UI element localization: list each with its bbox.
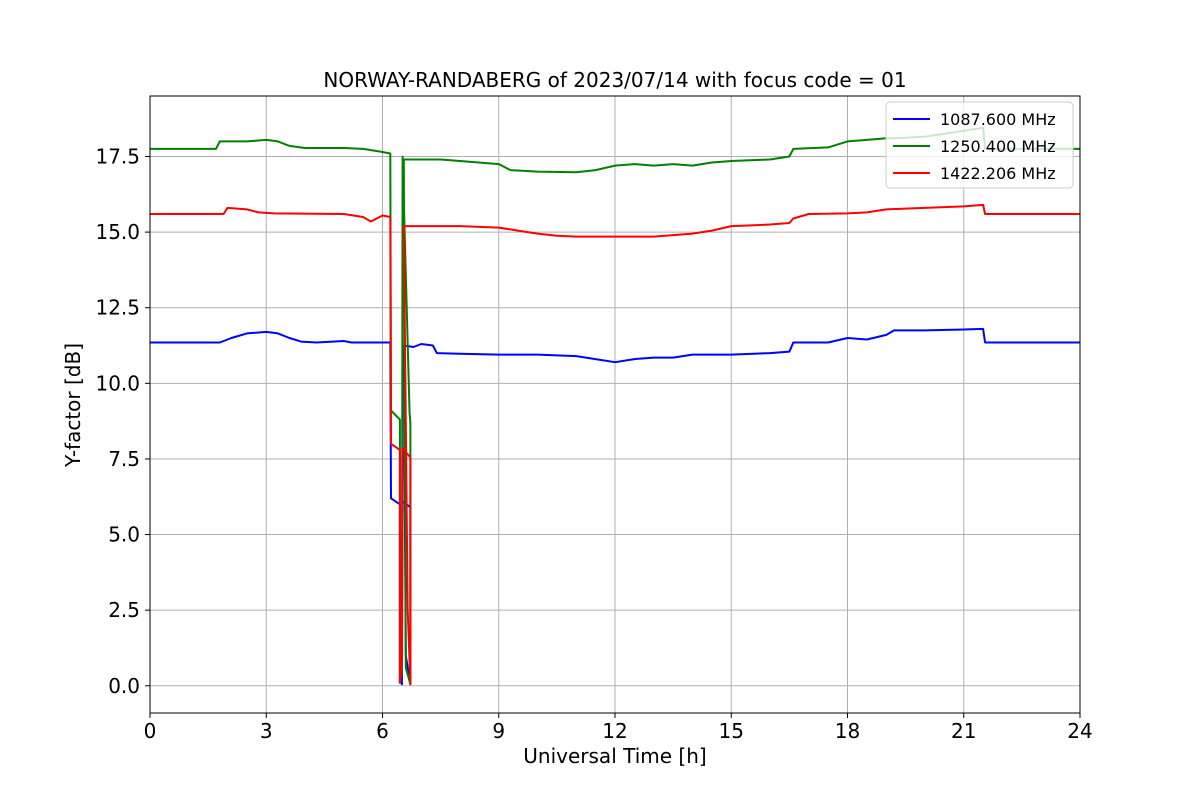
x-tick-label: 12 (602, 719, 627, 743)
x-tick-label: 24 (1067, 719, 1092, 743)
x-tick-label: 6 (376, 719, 389, 743)
legend-label-1: 1087.600 MHz (940, 110, 1056, 129)
x-tick-label: 9 (492, 719, 505, 743)
x-axis-label: Universal Time [h] (523, 744, 706, 768)
y-tick-label: 7.5 (108, 447, 140, 471)
y-tick-label: 10.0 (95, 371, 140, 395)
axis-ticks: 0 3 6 9 12 15 18 21 24 0.0 2.5 5.0 7.5 10.0 12.5 15.0 17… (95, 144, 1092, 743)
legend-label-2: 1250.400 MHz (940, 137, 1056, 156)
y-tick-label: 17.5 (95, 144, 140, 168)
legend: 1087.600 MHz 1250.400 MHz 1422.206 MHz (885, 101, 1074, 189)
x-tick-label: 18 (835, 719, 860, 743)
legend-box (885, 101, 1074, 189)
y-axis-label: Y-factor [dB] (61, 343, 85, 468)
series-line-1 (150, 327, 1080, 686)
x-tick-label: 3 (260, 719, 273, 743)
x-tick-label: 15 (719, 719, 744, 743)
y-tick-label: 5.0 (108, 523, 140, 547)
x-tick-label: 21 (951, 719, 976, 743)
y-tick-label: 12.5 (95, 296, 140, 320)
series-line-2 (150, 126, 1080, 686)
y-tick-label: 0.0 (108, 674, 140, 698)
y-tick-label: 2.5 (108, 598, 140, 622)
y-tick-label: 15.0 (95, 220, 140, 244)
series-group (150, 126, 1080, 686)
x-tick-label: 0 (144, 719, 157, 743)
legend-label-3: 1422.206 MHz (940, 164, 1056, 183)
series-line-3 (150, 203, 1080, 686)
chart-title: NORWAY-RANDABERG of 2023/07/14 with focu… (323, 68, 906, 92)
